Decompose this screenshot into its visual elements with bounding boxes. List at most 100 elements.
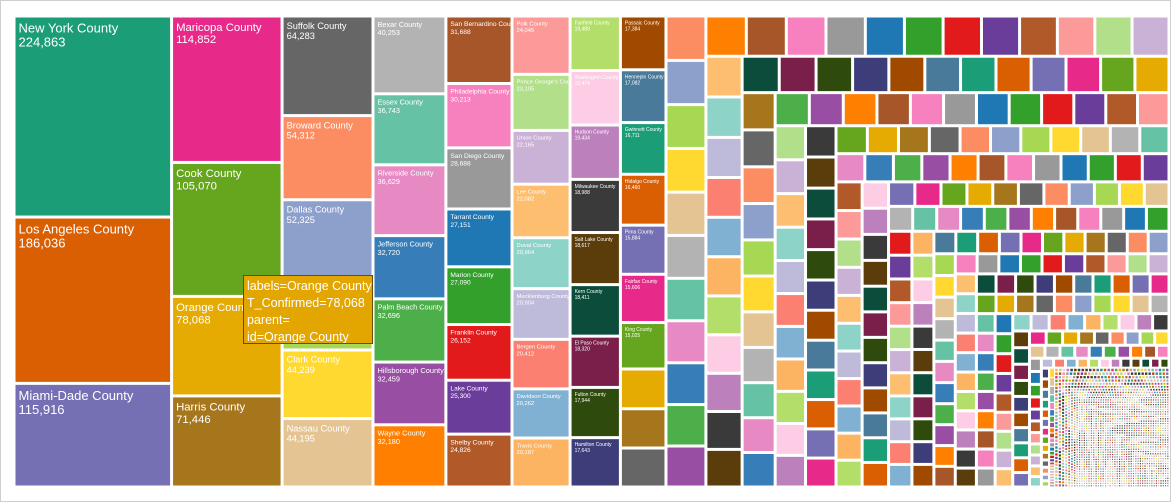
tile[interactable] — [1167, 418, 1169, 420]
tile[interactable] — [807, 401, 835, 428]
tile[interactable] — [1071, 479, 1073, 482]
tile[interactable] — [1100, 446, 1102, 449]
tile[interactable] — [1050, 459, 1055, 462]
tile[interactable] — [1076, 394, 1078, 396]
tile[interactable] — [1104, 473, 1107, 475]
tile[interactable] — [1089, 394, 1091, 396]
tile[interactable] — [1055, 418, 1058, 421]
tile[interactable] — [1050, 410, 1055, 416]
tile[interactable] — [1062, 468, 1065, 471]
tile[interactable] — [1152, 408, 1155, 410]
tile[interactable] — [1155, 408, 1157, 410]
tile[interactable] — [1102, 411, 1104, 413]
tile[interactable] — [1158, 346, 1168, 357]
tile[interactable] — [1136, 57, 1168, 92]
tile[interactable] — [1157, 450, 1159, 453]
tile[interactable] — [1112, 408, 1114, 410]
tile[interactable] — [1131, 439, 1133, 441]
tile[interactable] — [1167, 427, 1169, 429]
tile[interactable] — [837, 296, 861, 322]
tile[interactable] — [1144, 455, 1146, 457]
tile[interactable] — [1101, 379, 1104, 382]
tile[interactable] — [1104, 482, 1107, 485]
tile[interactable] — [1094, 275, 1111, 293]
tile[interactable] — [1142, 376, 1145, 379]
tile[interactable] — [1155, 401, 1157, 403]
tile[interactable] — [1163, 382, 1166, 385]
tile[interactable] — [1095, 442, 1097, 444]
tile[interactable] — [1094, 388, 1096, 391]
tile[interactable] — [1126, 422, 1128, 425]
tile[interactable] — [1153, 482, 1155, 484]
tile[interactable] — [1090, 439, 1092, 442]
tile[interactable] — [1157, 434, 1159, 436]
tile[interactable] — [1104, 394, 1107, 396]
tile[interactable] — [1126, 441, 1128, 443]
tile[interactable] — [1110, 396, 1112, 399]
tile[interactable] — [1140, 399, 1143, 401]
tile[interactable] — [707, 374, 741, 410]
tile[interactable] — [890, 232, 911, 254]
tile[interactable] — [1086, 399, 1088, 401]
tile[interactable] — [1050, 428, 1055, 433]
tile[interactable] — [1128, 448, 1130, 451]
tile[interactable] — [1111, 444, 1114, 446]
tile[interactable] — [1098, 401, 1100, 403]
tile[interactable] — [1083, 454, 1085, 456]
tile[interactable] — [1119, 408, 1121, 410]
tile[interactable] — [1116, 420, 1119, 422]
tile[interactable] — [1145, 401, 1147, 403]
tile[interactable] — [1079, 413, 1081, 415]
tile[interactable] — [1150, 429, 1152, 432]
tile[interactable] — [1119, 470, 1121, 472]
tile[interactable] — [1107, 376, 1111, 379]
tile[interactable] — [1090, 475, 1092, 477]
tile[interactable] — [935, 447, 954, 465]
tile[interactable] — [1083, 458, 1085, 461]
tile[interactable] — [1021, 255, 1041, 273]
tile[interactable] — [1135, 439, 1138, 441]
tile[interactable] — [1151, 460, 1153, 462]
tile[interactable] — [1117, 415, 1119, 418]
tile[interactable] — [1151, 472, 1153, 475]
tile[interactable] — [1079, 401, 1081, 403]
tile[interactable] — [1107, 454, 1109, 456]
tile[interactable] — [1073, 444, 1076, 446]
tile[interactable] — [1164, 434, 1166, 436]
tile[interactable] — [1043, 232, 1063, 253]
tile[interactable] — [1062, 399, 1065, 402]
tile[interactable] — [1090, 346, 1102, 357]
tile[interactable] — [807, 189, 835, 218]
tile[interactable] — [1167, 401, 1169, 403]
tile[interactable] — [944, 17, 980, 55]
tile[interactable] — [1162, 427, 1164, 429]
tile[interactable] — [1162, 401, 1164, 403]
tile[interactable] — [1062, 440, 1065, 443]
tile[interactable] — [1065, 417, 1068, 420]
tile[interactable] — [913, 256, 933, 278]
tile[interactable] — [1058, 424, 1061, 427]
tile[interactable] — [1148, 382, 1151, 385]
tile[interactable] — [1089, 359, 1099, 367]
tile[interactable] — [1138, 439, 1140, 441]
tile[interactable] — [1150, 379, 1153, 382]
tile[interactable] — [1090, 478, 1092, 480]
tile[interactable] — [1128, 470, 1130, 472]
tile[interactable] — [1104, 449, 1107, 451]
tile[interactable] — [1090, 442, 1092, 444]
tile[interactable] — [1050, 368, 1055, 377]
tile[interactable] — [1157, 453, 1159, 455]
tile[interactable] — [1086, 463, 1088, 465]
tile[interactable] — [1149, 453, 1152, 455]
tile[interactable] — [1081, 461, 1083, 463]
tile[interactable] — [979, 155, 1005, 181]
tile[interactable] — [1014, 349, 1028, 363]
tile[interactable] — [1081, 416, 1083, 418]
tile[interactable] — [1145, 413, 1147, 415]
tile[interactable] — [1090, 437, 1092, 439]
tile[interactable] — [1131, 418, 1133, 420]
tile[interactable] — [1167, 413, 1169, 415]
tile[interactable] — [1140, 408, 1143, 410]
tile[interactable] — [1097, 456, 1100, 458]
